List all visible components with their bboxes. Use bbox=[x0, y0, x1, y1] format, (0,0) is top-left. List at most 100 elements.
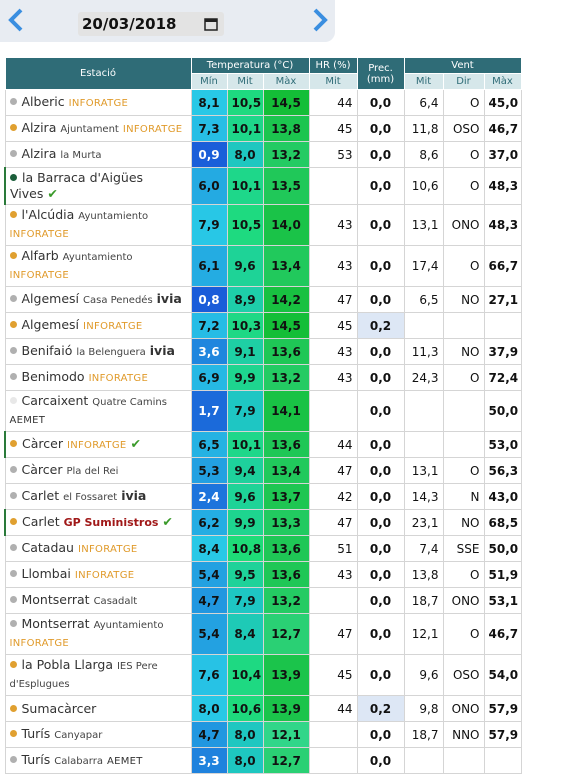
date-input[interactable]: 20/03/2018 bbox=[78, 12, 224, 36]
prec-cell: 0,0 bbox=[356, 561, 405, 588]
hr-cell: 45 bbox=[308, 654, 358, 696]
station-sub: Casa Penedés bbox=[83, 294, 153, 306]
station-name: Turís bbox=[21, 725, 51, 741]
source-badge: INFORATGE bbox=[77, 543, 138, 555]
temp-max: 13,9 bbox=[262, 654, 310, 696]
temp-max: 14,5 bbox=[262, 312, 310, 339]
status-dot bbox=[9, 569, 17, 577]
vmit-cell: 18,7 bbox=[403, 587, 444, 614]
vmax-cell bbox=[483, 312, 522, 339]
station-row: Alzira Ajuntament INFORATGE 7,3 10,1 13,8 45… bbox=[4, 115, 522, 142]
vmit-cell bbox=[403, 312, 444, 339]
source-badge: AEMET bbox=[106, 755, 143, 767]
vmax-cell: 27,1 bbox=[483, 286, 522, 313]
header: Prec. (mm) bbox=[356, 57, 405, 90]
date-text: 20/03/2018 bbox=[82, 15, 177, 33]
dir-cell: O bbox=[442, 89, 485, 116]
status-dot bbox=[9, 704, 17, 712]
temp-min: 6,1 bbox=[190, 245, 228, 287]
station-cell: Carlet el Fossaret ivia bbox=[4, 483, 192, 510]
dir-cell: O bbox=[442, 613, 485, 655]
vmit-cell: 6,4 bbox=[403, 89, 444, 116]
vmax-cell: 57,9 bbox=[483, 721, 522, 748]
station-sub: Ajuntament bbox=[60, 123, 119, 135]
station-sub: el Fossaret bbox=[63, 491, 118, 503]
temp-max: 14,2 bbox=[262, 286, 310, 313]
station-cell: Montserrat Ayuntamiento INFORATGE bbox=[4, 613, 192, 655]
dir-cell: ONO bbox=[442, 587, 485, 614]
temp-max: 13,3 bbox=[262, 509, 310, 536]
source-badge: INFORATGE bbox=[88, 372, 149, 384]
prec-cell: 0,0 bbox=[356, 509, 405, 536]
prec-cell: 0,0 bbox=[356, 167, 405, 205]
prec-cell: 0,0 bbox=[356, 364, 405, 391]
header: Estació bbox=[4, 57, 192, 90]
status-dot bbox=[9, 123, 17, 131]
next-arrow[interactable] bbox=[310, 8, 330, 32]
date-bar: 20/03/2018 bbox=[0, 0, 335, 42]
status-dot bbox=[9, 661, 17, 668]
station-sub: Casadalt bbox=[93, 595, 138, 607]
status-dot bbox=[9, 346, 17, 354]
temp-max: 13,9 bbox=[262, 695, 310, 722]
temp-mit: 9,6 bbox=[226, 483, 264, 510]
hr-cell: 51 bbox=[308, 535, 358, 562]
prec-cell: 0,0 bbox=[356, 204, 405, 246]
station-name: Llombai bbox=[21, 565, 71, 581]
station-name: l'Alcúdia bbox=[21, 207, 75, 222]
station-name: Carlet bbox=[22, 514, 60, 529]
status-dot bbox=[9, 543, 17, 551]
vmax-cell: 48,3 bbox=[483, 167, 522, 205]
calendar-icon[interactable] bbox=[204, 17, 218, 31]
prec-cell: 0,2 bbox=[356, 695, 405, 722]
temp-min: 6,2 bbox=[190, 509, 228, 536]
vmit-cell bbox=[403, 390, 444, 432]
station-row: la Barraca d'Aigües Vives ✔ 6,0 10,1 13,5 0,0… bbox=[4, 167, 522, 205]
station-cell: la Barraca d'Aigües Vives ✔ bbox=[4, 167, 192, 205]
prec-cell: 0,0 bbox=[356, 89, 405, 116]
temp-min: 6,5 bbox=[190, 431, 228, 458]
station-cell: Càrcer Pla del Rei bbox=[4, 457, 192, 484]
prec-cell: 0,0 bbox=[356, 115, 405, 142]
station-cell: Alberic INFORATGE bbox=[4, 89, 192, 116]
station-cell: Benimodo INFORATGE bbox=[4, 364, 192, 391]
status-dot bbox=[10, 518, 17, 525]
station-cell: Alfarb Ayuntamiento INFORATGE bbox=[4, 245, 192, 287]
vmit-cell: 11,3 bbox=[403, 338, 444, 365]
hr-cell bbox=[308, 390, 358, 432]
subheader: Dir bbox=[442, 73, 485, 90]
vmax-cell: 46,7 bbox=[483, 613, 522, 655]
station-name: Alberic bbox=[21, 93, 65, 109]
vmit-cell: 13,1 bbox=[403, 204, 444, 246]
vmit-cell: 8,6 bbox=[403, 141, 444, 168]
subheader: Mit bbox=[226, 73, 264, 90]
source-badge: INFORATGE bbox=[68, 97, 129, 109]
prev-arrow[interactable] bbox=[6, 8, 26, 32]
temp-max: 13,6 bbox=[262, 338, 310, 365]
status-dot bbox=[9, 320, 17, 328]
source-badge: GP Suministros bbox=[63, 516, 159, 529]
station-row: l'Alcúdia Ayuntamiento INFORATGE 7,9 10,5 1… bbox=[4, 204, 522, 246]
station-cell: Montserrat Casadalt bbox=[4, 587, 192, 614]
vmax-cell: 53,0 bbox=[483, 431, 522, 458]
source-badge: INFORATGE bbox=[9, 229, 70, 240]
station-sub: la Murta bbox=[60, 149, 102, 161]
temp-min: 3,3 bbox=[190, 747, 228, 774]
status-dot bbox=[9, 465, 17, 473]
station-name: Alzira bbox=[21, 145, 57, 161]
vmit-cell: 18,7 bbox=[403, 721, 444, 748]
temp-mit: 10,1 bbox=[226, 431, 264, 458]
prec-cell: 0,0 bbox=[356, 483, 405, 510]
source-badge: INFORATGE bbox=[122, 123, 183, 135]
temp-mit: 10,3 bbox=[226, 312, 264, 339]
station-cell: Benifaió la Belenguera ivia bbox=[4, 338, 192, 365]
station-sub: Quatre Camins bbox=[92, 397, 167, 408]
temp-mit: 9,9 bbox=[226, 509, 264, 536]
temp-mit: 8,0 bbox=[226, 721, 264, 748]
temp-min: 3,6 bbox=[190, 338, 228, 365]
vmax-cell: 50,0 bbox=[483, 390, 522, 432]
temp-max: 14,5 bbox=[262, 89, 310, 116]
status-dot bbox=[9, 491, 17, 499]
status-dot bbox=[9, 252, 17, 259]
station-name: Algemesí bbox=[21, 290, 80, 306]
